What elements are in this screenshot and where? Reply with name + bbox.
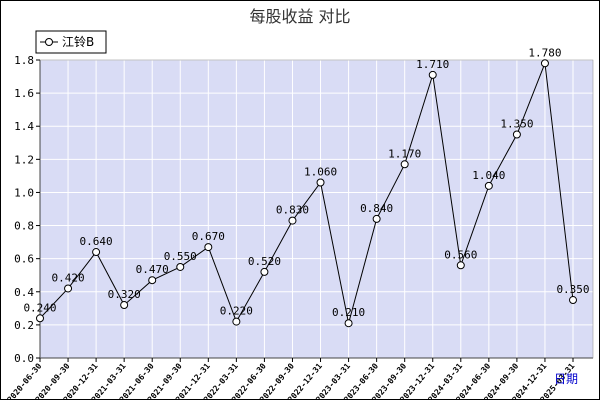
y-tick-label: 0.6 xyxy=(14,253,34,266)
data-label: 0.420 xyxy=(51,271,84,284)
data-point xyxy=(428,70,437,79)
data-label: 0.210 xyxy=(332,306,365,319)
data-point xyxy=(260,267,269,276)
data-point xyxy=(92,248,101,257)
plot-border xyxy=(39,59,594,359)
data-point xyxy=(120,301,129,310)
chart-title: 每股收益 对比 xyxy=(249,7,350,26)
data-point xyxy=(540,59,549,68)
data-label: 0.520 xyxy=(248,255,281,268)
data-label: 1.170 xyxy=(388,147,421,160)
data-label: 0.560 xyxy=(444,248,477,261)
data-point xyxy=(288,216,297,225)
y-tick-label: 1.0 xyxy=(14,186,34,199)
data-label: 0.350 xyxy=(556,283,589,296)
data-point xyxy=(36,314,44,323)
y-axis-ticks: 0.0 0.2 0.4 0.6 0.8 1.0 1.2 1.4 1.6 1.8 xyxy=(14,54,40,365)
data-point xyxy=(400,160,409,169)
legend-marker xyxy=(45,38,53,46)
legend-label: 江铃B xyxy=(62,34,94,49)
data-label: 0.470 xyxy=(136,263,169,276)
legend: 江铃B xyxy=(35,30,107,54)
data-point xyxy=(204,243,213,252)
data-point xyxy=(569,296,577,305)
plot-area xyxy=(40,60,593,358)
data-label: 1.780 xyxy=(528,46,561,59)
x-axis-title: 日期 xyxy=(554,372,578,386)
data-point xyxy=(148,276,157,285)
data-label: 1.350 xyxy=(500,118,533,131)
data-label: 0.840 xyxy=(360,202,393,215)
data-point xyxy=(64,284,73,293)
series-lines xyxy=(39,63,574,324)
data-label: 0.670 xyxy=(192,230,225,243)
data-label: 0.240 xyxy=(23,301,56,314)
data-point xyxy=(484,181,493,190)
data-point xyxy=(372,214,381,223)
data-point xyxy=(176,262,185,271)
legend-box xyxy=(35,30,107,54)
y-tick-label: 0.2 xyxy=(14,319,34,332)
data-label: 0.320 xyxy=(108,288,141,301)
y-tick-label: 0.4 xyxy=(14,286,34,299)
y-tick-label: 1.4 xyxy=(14,120,34,133)
data-point xyxy=(344,319,353,328)
data-points xyxy=(36,59,577,328)
data-point xyxy=(456,261,465,270)
y-tick-label: 0.0 xyxy=(14,352,34,365)
data-label: 0.220 xyxy=(220,305,253,318)
series-line xyxy=(39,63,574,324)
axes xyxy=(39,59,594,359)
data-point xyxy=(316,178,325,187)
data-point xyxy=(512,130,521,139)
y-tick-label: 1.2 xyxy=(14,153,34,166)
y-tick-label: 1.8 xyxy=(14,54,34,67)
data-label: 0.550 xyxy=(164,250,197,263)
x-axis-ticks: 2020-06-302020-09-302020-12-312021-03-31… xyxy=(6,358,577,400)
data-label: 1.060 xyxy=(304,166,337,179)
data-label: 1.710 xyxy=(416,58,449,71)
data-label: 1.040 xyxy=(472,169,505,182)
y-tick-label: 1.6 xyxy=(14,87,34,100)
data-label: 0.640 xyxy=(80,235,113,248)
data-point xyxy=(232,317,241,326)
y-tick-label: 0.8 xyxy=(14,220,34,233)
data-label: 0.830 xyxy=(276,204,309,217)
